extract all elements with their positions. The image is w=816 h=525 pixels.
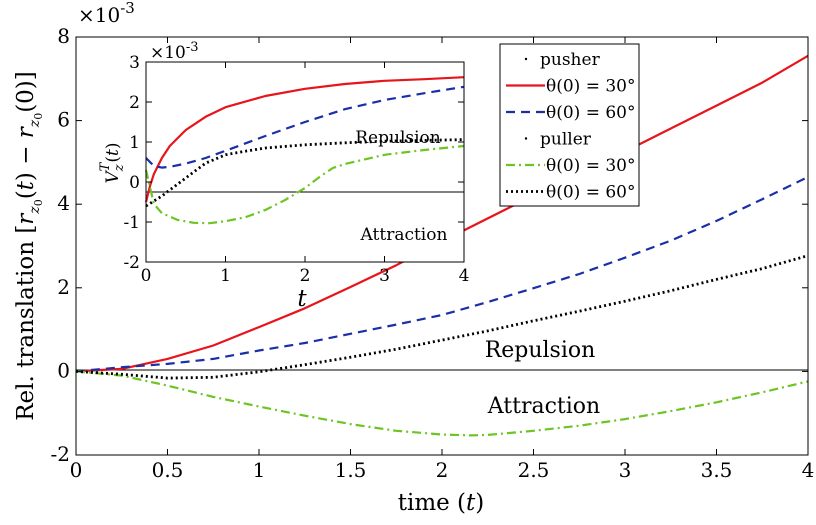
main-y-tick-label: 4 (57, 191, 70, 215)
inset-background (146, 62, 464, 262)
main-y-tick-label: 6 (57, 108, 70, 132)
inset-ticks: 0 1 2 3 4 -2 -1 0 1 2 3 (123, 53, 469, 286)
main-series-pusher-60 (75, 176, 809, 373)
main-y-exponent: ×10-3 (78, 0, 135, 27)
main-y-tick-label: -2 (51, 442, 70, 466)
legend-header-pusher: pusher (540, 50, 601, 70)
inset-y-tick-label: -2 (123, 253, 140, 273)
inset-y-axis-label: VzT(t) (98, 143, 127, 184)
main-x-axis-label: time (t) (398, 490, 485, 516)
legend-entry-pusher-30: θ(0) = 30° (546, 77, 636, 97)
inset-series-puller-30 (144, 144, 465, 225)
main-x-tick-label: 1.5 (335, 458, 367, 482)
legend-entry-pusher-60: θ(0) = 60° (546, 103, 636, 123)
legend-marker-dot (524, 137, 528, 140)
legend-entry-puller-60: θ(0) = 60° (546, 183, 636, 203)
inset-series-group (144, 76, 465, 225)
main-x-tick-label: 3.5 (701, 458, 733, 482)
main-annotation-attraction: Attraction (487, 394, 600, 419)
legend-header-puller: puller (540, 130, 592, 150)
legend: pusher θ(0) = 30° θ(0) = 60° puller θ(0) = 3… (499, 43, 640, 207)
inset-x-tick-label: 1 (220, 266, 231, 286)
main-x-tick-label: 4 (802, 458, 815, 482)
inset-x-tick-label: 3 (379, 266, 390, 286)
inset-x-tick-label: 0 (141, 266, 152, 286)
inset-y-tick-label: -1 (123, 213, 140, 233)
inset-x-tick-label: 4 (459, 266, 470, 286)
main-annotation-repulsion: Repulsion (485, 338, 596, 363)
inset-y-tick-label: 2 (129, 93, 140, 113)
main-y-tick-label: 0 (57, 358, 70, 382)
inset-x-tick-label: 2 (300, 266, 311, 286)
main-series-puller-30 (75, 370, 809, 437)
inset-series-puller-60 (145, 138, 465, 208)
main-x-tick-label: 0.5 (152, 458, 184, 482)
inset-annotation-attraction: Attraction (360, 225, 448, 245)
inset-y-tick-label: 3 (129, 53, 140, 73)
legend-entry-puller-30: θ(0) = 30° (546, 156, 636, 176)
main-x-tick-label: 2.5 (518, 458, 550, 482)
legend-box (499, 43, 640, 207)
inset-y-tick-label: 0 (129, 173, 140, 193)
legend-marker-dot (524, 57, 528, 61)
inset-series-pusher-60 (145, 85, 465, 169)
inset-series-pusher-30 (144, 76, 465, 203)
inset-annotation-repulsion: Repulsion (355, 128, 441, 148)
main-x-tick-label: 3 (619, 458, 632, 482)
main-x-tick-label: 0 (70, 458, 83, 482)
main-y-tick-label: 8 (57, 24, 70, 48)
inset-x-axis-label: t (297, 286, 307, 312)
main-y-tick-label: 2 (57, 275, 70, 299)
main-x-tick-label: 2 (436, 458, 449, 482)
inset-y-tick-label: 1 (129, 133, 140, 153)
main-x-tick-label: 1 (253, 458, 266, 482)
